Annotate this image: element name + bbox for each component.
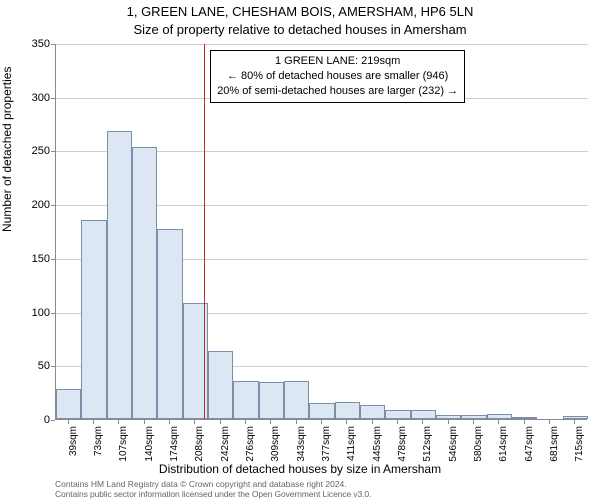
attribution-text: Contains HM Land Registry data © Crown c… (55, 480, 371, 500)
x-tick-mark (397, 420, 398, 424)
x-tick-mark (144, 420, 145, 424)
y-tick-label: 250 (10, 145, 50, 157)
histogram-bar (512, 417, 537, 419)
infobox-line2: ← 80% of detached houses are smaller (94… (217, 69, 458, 84)
y-tick-label: 50 (10, 360, 50, 372)
x-tick-mark (118, 420, 119, 424)
x-tick-mark (524, 420, 525, 424)
chart-title-subtitle: Size of property relative to detached ho… (0, 22, 600, 37)
y-tick-mark (51, 420, 55, 421)
y-tick-label: 100 (10, 307, 50, 319)
reference-line (204, 44, 205, 419)
x-tick-mark (220, 420, 221, 424)
x-tick-mark (245, 420, 246, 424)
histogram-bar (360, 405, 385, 419)
histogram-bar (157, 229, 182, 419)
infobox-line3: 20% of semi-detached houses are larger (… (217, 84, 458, 99)
histogram-bar (436, 415, 461, 419)
y-tick-label: 0 (10, 414, 50, 426)
x-axis-label: Distribution of detached houses by size … (0, 462, 600, 476)
x-tick-mark (498, 420, 499, 424)
histogram-bar (132, 147, 157, 419)
x-tick-mark (93, 420, 94, 424)
x-tick-mark (372, 420, 373, 424)
x-tick-mark (68, 420, 69, 424)
gridline (56, 44, 588, 45)
y-tick-label: 150 (10, 253, 50, 265)
y-tick-label: 300 (10, 92, 50, 104)
histogram-bar (56, 389, 81, 419)
chart-title-address: 1, GREEN LANE, CHESHAM BOIS, AMERSHAM, H… (0, 4, 600, 19)
x-tick-mark (321, 420, 322, 424)
y-tick-label: 200 (10, 199, 50, 211)
x-tick-mark (422, 420, 423, 424)
reference-infobox: 1 GREEN LANE: 219sqm ← 80% of detached h… (210, 50, 465, 103)
x-tick-mark (296, 420, 297, 424)
histogram-bar (233, 381, 258, 419)
histogram-bar (208, 351, 233, 419)
histogram-bar (81, 220, 106, 419)
attribution-line2: Contains public sector information licen… (55, 490, 371, 500)
plot-area: 1 GREEN LANE: 219sqm ← 80% of detached h… (55, 44, 587, 420)
histogram-bar (107, 131, 132, 419)
histogram-bar (411, 410, 436, 419)
chart-container: 1, GREEN LANE, CHESHAM BOIS, AMERSHAM, H… (0, 0, 600, 500)
x-tick-mark (549, 420, 550, 424)
x-tick-mark (194, 420, 195, 424)
infobox-line1: 1 GREEN LANE: 219sqm (217, 54, 458, 69)
y-tick-label: 350 (10, 38, 50, 50)
x-tick-mark (473, 420, 474, 424)
x-tick-mark (574, 420, 575, 424)
histogram-bar (335, 402, 360, 419)
histogram-bar (259, 382, 284, 419)
x-tick-mark (448, 420, 449, 424)
x-tick-mark (169, 420, 170, 424)
histogram-bar (487, 414, 512, 419)
x-tick-mark (270, 420, 271, 424)
histogram-bar (563, 416, 588, 419)
histogram-bar (461, 415, 486, 419)
x-tick-mark (346, 420, 347, 424)
histogram-bar (385, 410, 410, 419)
histogram-bar (309, 403, 334, 419)
histogram-bar (284, 381, 309, 419)
